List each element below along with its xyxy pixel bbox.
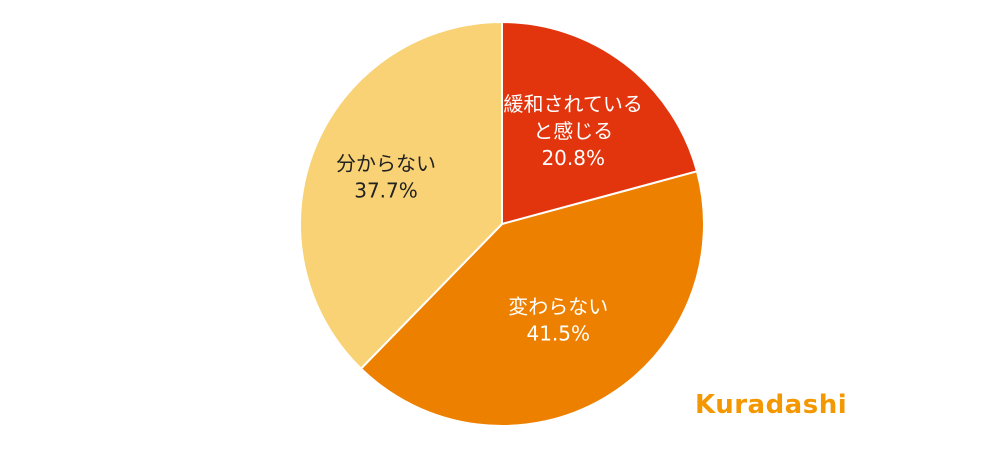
slice-category-label: 分からない [336, 151, 436, 175]
slice-value-label: 41.5% [526, 321, 590, 345]
kuradashi-logo: Kuradashi [695, 390, 848, 420]
slice-value-label: 20.8% [541, 146, 605, 170]
pie-slice [299, 20, 503, 371]
slice-category-label: 変わらない [508, 294, 608, 318]
pie-slice [359, 170, 705, 427]
pie-slice [501, 20, 699, 226]
slice-category-label: 緩和されている [504, 92, 643, 116]
slice-value-label: 37.7% [354, 178, 418, 202]
slice-category-label: と感じる [533, 119, 613, 143]
